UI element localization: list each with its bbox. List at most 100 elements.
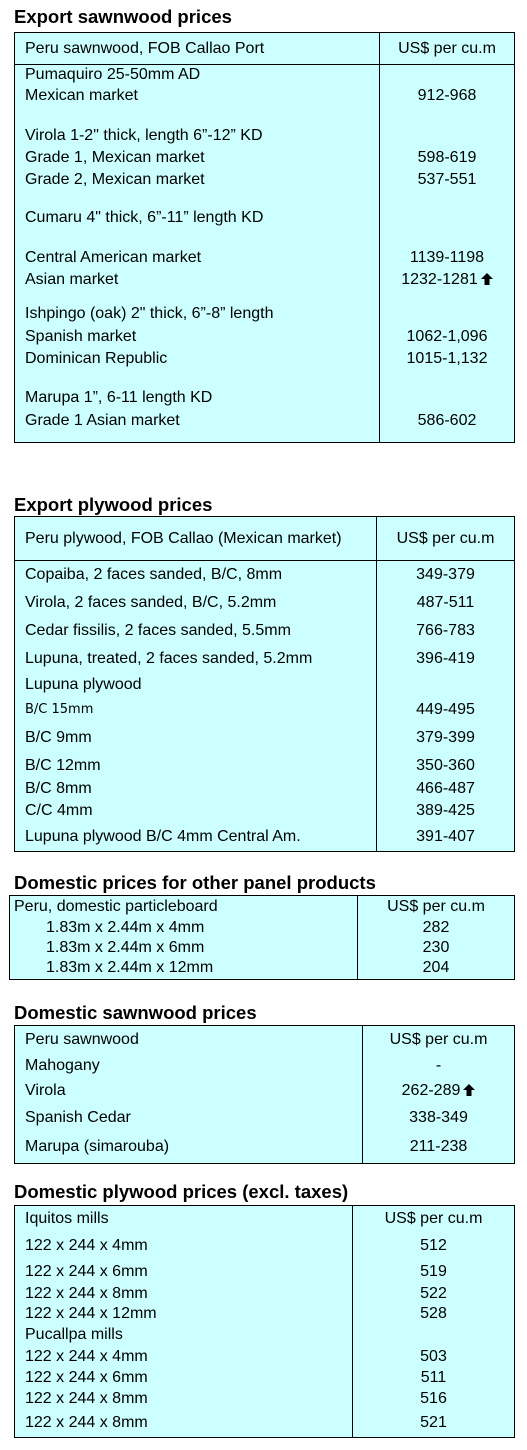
domestic-plywood-title: Domestic plywood prices (excl. taxes)	[14, 1181, 349, 1202]
up-arrow-icon	[463, 1084, 476, 1097]
domestic-sawnwood-title: Domestic sawnwood prices	[14, 1002, 257, 1023]
row-label: Ishpingo (oak) 2" thick, 6”-8” length	[14, 302, 380, 325]
table-row: 122 x 244 x 8mm 522	[14, 1283, 515, 1304]
table-header: Peru sawnwood, FOB Callao Port US$ per c…	[14, 32, 515, 65]
table-row: Mahogany -	[14, 1053, 515, 1078]
export-sawnwood-title: Export sawnwood prices	[14, 6, 232, 27]
table-row: Spanish market 1062-1,096	[14, 324, 515, 349]
table-row: Lupuna plywood B/C 4mm Central Am. 391-4…	[14, 822, 515, 852]
row-value: 282	[422, 918, 450, 936]
row-label: Mexican market	[14, 84, 380, 107]
header-label: Peru sawnwood	[14, 1025, 363, 1054]
up-arrow-icon	[480, 273, 493, 286]
row-value: 912-968	[417, 86, 477, 104]
table-row: 122 x 244 x 6mm 519	[14, 1259, 515, 1284]
table-row: Virola, 2 faces sanded, B/C, 5.2mm 487-5…	[14, 588, 515, 617]
row-value	[380, 205, 515, 231]
spacer-row	[14, 230, 515, 247]
row-value: 487-511	[416, 593, 475, 611]
row-value	[380, 303, 515, 325]
row-value: 528	[420, 1304, 447, 1322]
table-row: Marupa (simarouba) 211-238	[14, 1131, 515, 1164]
table-row: 122 x 244 x 12mm 528	[14, 1303, 515, 1324]
row-value: 598-619	[417, 148, 477, 166]
header-unit: US$ per cu.m	[376, 516, 515, 561]
table-row: 1.83m x 2.44m x 4mm 282	[9, 917, 515, 938]
row-value: 512	[420, 1236, 447, 1254]
table-row: Ishpingo (oak) 2" thick, 6”-8” length	[14, 302, 515, 325]
row-label: B/C 8mm	[14, 778, 377, 799]
row-label: 1.83m x 2.44m x 6mm	[9, 937, 358, 958]
row-value-text: 262-289	[401, 1081, 461, 1099]
row-label: Central American market	[14, 246, 380, 269]
table-row: B/C 8mm 466-487	[14, 778, 515, 799]
row-label: B/C 15mm	[14, 696, 377, 723]
table-row: 1.83m x 2.44m x 6mm 230	[9, 937, 515, 958]
spacer-row	[14, 290, 515, 303]
table-row: Grade 1, Mexican market 598-619	[14, 146, 515, 169]
row-label: Mahogany	[14, 1053, 363, 1078]
table-row: Virola 262-289	[14, 1077, 515, 1104]
row-value: 522	[420, 1284, 447, 1302]
row-value: 516	[420, 1389, 447, 1407]
row-value: 349-379	[416, 565, 475, 583]
table-row: Grade 1 Asian market 586-602	[14, 408, 515, 433]
spacer-row	[14, 106, 515, 125]
row-value	[377, 673, 515, 697]
table-row: B/C 12mm 350-360	[14, 752, 515, 779]
table-row: Copaiba, 2 faces sanded, B/C, 8mm 349-37…	[14, 560, 515, 589]
row-label: C/C 4mm	[14, 798, 377, 823]
row-value	[380, 65, 515, 85]
row-value: 537-551	[417, 170, 477, 188]
row-label: Grade 2, Mexican market	[14, 168, 380, 191]
header-unit: US$ per cu.m	[389, 1030, 488, 1048]
table-row: Pumaquiro 25-50mm AD	[14, 64, 515, 85]
row-label: Grade 1, Mexican market	[14, 146, 380, 169]
table-row: Cumaru 4" thick, 6”-11” length KD	[14, 204, 515, 231]
spacer-row	[14, 368, 515, 387]
row-value: -	[435, 1056, 442, 1074]
row-value: 466-487	[416, 779, 475, 797]
row-label: Lupuna plywood B/C 4mm Central Am.	[14, 822, 377, 852]
row-label: Marupa (simarouba)	[14, 1131, 363, 1164]
table-row: Pucallpa mills	[14, 1323, 515, 1346]
row-value: 396-419	[416, 649, 475, 667]
row-value: 1139-1198	[409, 248, 485, 266]
table-row: Marupa 1”, 6-11 length KD	[14, 386, 515, 409]
export-plywood-title: Export plywood prices	[14, 494, 213, 515]
row-value	[353, 1324, 515, 1346]
row-label: Marupa 1”, 6-11 length KD	[14, 386, 380, 409]
row-value: 511	[420, 1368, 447, 1386]
row-value: 350-360	[416, 756, 475, 774]
row-value-text: 1232-1281	[401, 270, 478, 288]
row-label: 122 x 244 x 4mm	[14, 1345, 353, 1368]
header-unit: US$ per cu.m	[384, 1209, 483, 1227]
row-label: 1.83m x 2.44m x 4mm	[9, 917, 358, 938]
row-label: Lupuna plywood	[14, 672, 377, 697]
table-row: 122 x 244 x 8mm 516	[14, 1387, 515, 1410]
table-header: Peru plywood, FOB Callao (Mexican market…	[14, 516, 515, 561]
row-label: B/C 12mm	[14, 752, 377, 779]
export-plywood-table: Peru plywood, FOB Callao (Mexican market…	[14, 516, 515, 852]
row-value: 338-349	[409, 1108, 468, 1126]
table-row: Asian market 1232-1281	[14, 268, 515, 291]
row-label: Dominican Republic	[14, 348, 380, 369]
row-value: 586-602	[417, 411, 477, 429]
table-header: Iquitos mills US$ per cu.m	[14, 1205, 515, 1232]
table-row: 1.83m x 2.44m x 12mm 204	[9, 957, 515, 980]
row-label: 122 x 244 x 6mm	[14, 1367, 353, 1388]
row-value: 262-289	[363, 1078, 515, 1104]
row-value: 1062-1,096	[406, 327, 488, 345]
table-row: B/C 9mm 379-399	[14, 722, 515, 753]
row-label: Asian market	[14, 268, 380, 291]
table-row: B/C 15mm 449-495	[14, 696, 515, 723]
row-value: 211-238	[409, 1138, 468, 1156]
row-label: 122 x 244 x 12mm	[14, 1303, 353, 1324]
row-label: Cumaru 4" thick, 6”-11” length KD	[14, 204, 380, 231]
table-row: Mexican market 912-968	[14, 84, 515, 107]
table-row: Cedar fissilis, 2 faces sanded, 5.5mm 76…	[14, 616, 515, 645]
spacer-row	[14, 190, 515, 205]
table-header: Peru, domestic particleboard US$ per cu.…	[9, 895, 515, 918]
table-row: Lupuna, treated, 2 faces sanded, 5.2mm 3…	[14, 644, 515, 673]
row-value	[380, 125, 515, 147]
